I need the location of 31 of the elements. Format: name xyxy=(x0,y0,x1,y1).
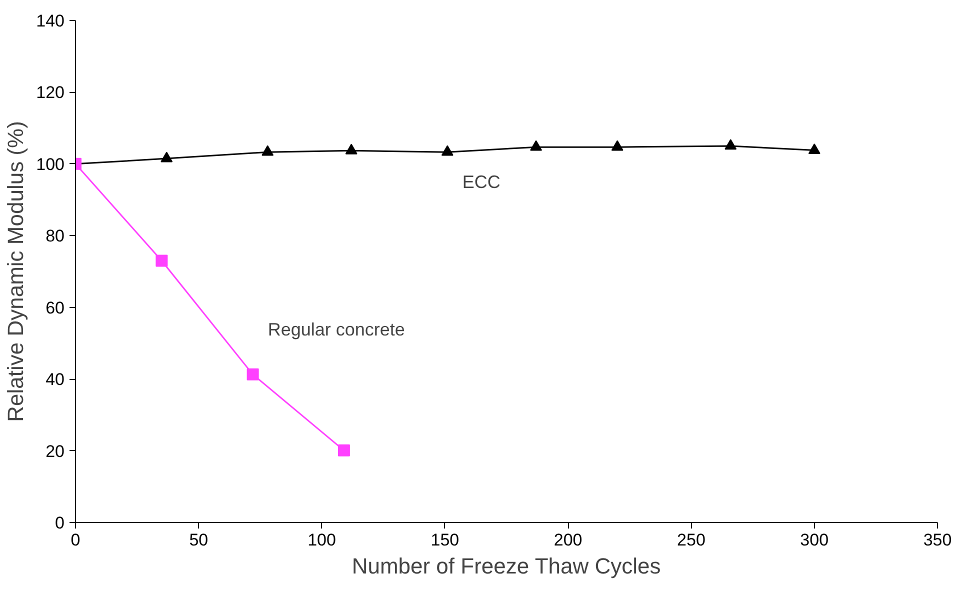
series-label: Regular concrete xyxy=(268,319,405,340)
point xyxy=(724,139,737,150)
x-tick-label: 0 xyxy=(70,530,80,550)
y-axis-title: Relative Dynamic Modulus (%) xyxy=(3,121,28,422)
y-tick-label: 120 xyxy=(36,83,65,102)
point xyxy=(611,140,624,151)
y-tick-label: 20 xyxy=(46,442,65,461)
y-tick-label: 0 xyxy=(55,514,65,532)
point xyxy=(808,143,820,154)
point xyxy=(338,444,350,456)
x-tick-label: 350 xyxy=(923,530,952,550)
x-axis-title: Number of Freeze Thaw Cycles xyxy=(352,554,661,578)
y-tick-label: 100 xyxy=(36,154,65,174)
point xyxy=(530,140,542,151)
point xyxy=(441,145,454,156)
x-tick-label: 50 xyxy=(189,530,208,550)
x-tick-label: 250 xyxy=(677,530,706,550)
point xyxy=(262,145,274,156)
y-tick-label: 140 xyxy=(36,12,65,30)
point xyxy=(246,368,259,380)
point xyxy=(156,254,168,267)
x-tick-label: 200 xyxy=(554,530,582,550)
series-label: ECC xyxy=(462,172,500,192)
x-tick-label: 100 xyxy=(308,530,336,550)
x-tick-label: 150 xyxy=(430,530,460,550)
y-tick-label: 40 xyxy=(46,370,65,390)
point xyxy=(160,152,173,162)
point xyxy=(345,144,358,154)
x-tick-label: 300 xyxy=(800,530,829,550)
y-tick-label: 60 xyxy=(46,298,65,318)
y-tick-label: 80 xyxy=(46,226,65,246)
